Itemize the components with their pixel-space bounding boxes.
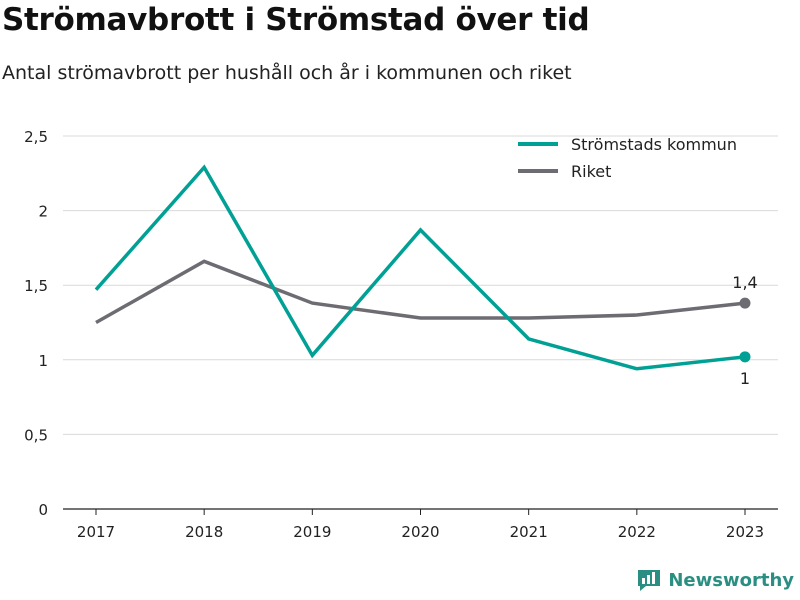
- y-tick-label: 0,5: [24, 426, 48, 444]
- newsworthy-logo-text: Newsworthy: [668, 569, 794, 591]
- legend-label: Riket: [571, 162, 611, 181]
- y-tick-label: 0: [38, 501, 48, 519]
- newsworthy-logo: Newsworthy: [636, 568, 794, 592]
- x-tick-label: 2017: [77, 523, 115, 541]
- x-tick-label: 2022: [618, 523, 656, 541]
- x-tick-label: 2018: [185, 523, 223, 541]
- end-point-stromstad: [739, 351, 751, 363]
- y-tick-label: 2: [38, 203, 48, 221]
- data-label: 1: [740, 369, 750, 388]
- newsworthy-logo-icon: [638, 570, 661, 591]
- data-label: 1,4: [732, 273, 757, 292]
- chart-subtitle: Antal strömavbrott per hushåll och år i …: [2, 62, 572, 84]
- legend-label: Strömstads kommun: [571, 135, 737, 154]
- x-tick-label: 2023: [726, 523, 764, 541]
- end-point-riket: [739, 297, 751, 309]
- x-tick-label: 2020: [401, 523, 439, 541]
- series-line-riket: [95, 259, 746, 325]
- y-tick-label: 1: [38, 352, 48, 370]
- x-tick-label: 2021: [510, 523, 548, 541]
- x-tick-label: 2019: [293, 523, 331, 541]
- series-line-stromstad: [94, 164, 746, 371]
- y-tick-label: 2,5: [24, 128, 48, 146]
- y-tick-label: 1,5: [24, 277, 48, 295]
- chart-title: Strömavbrott i Strömstad över tid: [2, 2, 590, 38]
